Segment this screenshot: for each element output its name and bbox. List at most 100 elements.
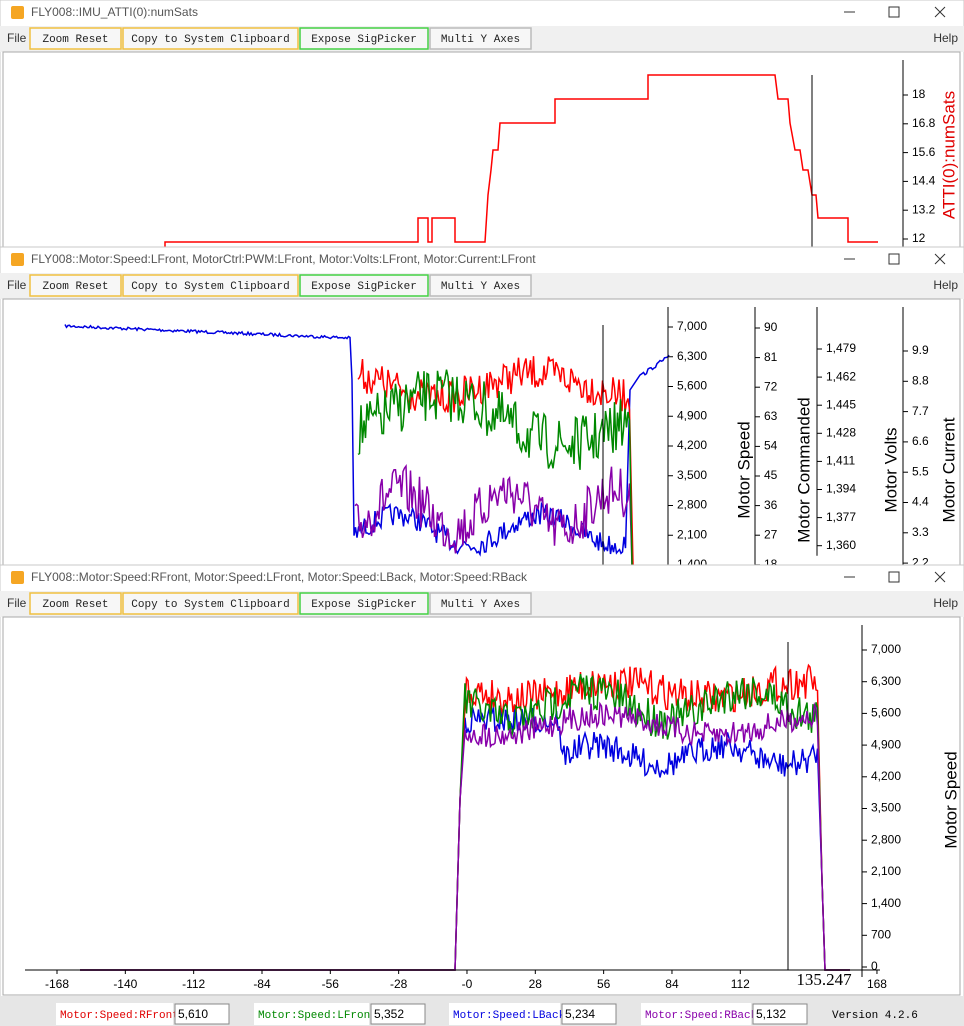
menu-file[interactable]: File bbox=[7, 596, 27, 610]
y-tick-label: 63 bbox=[764, 409, 778, 423]
y-tick-label: 54 bbox=[764, 439, 778, 453]
close[interactable] bbox=[934, 571, 946, 583]
button[interactable] bbox=[29, 592, 122, 615]
signal-value-box bbox=[370, 1003, 426, 1025]
signal-value-box bbox=[561, 1003, 617, 1025]
y-tick-label: 7.7 bbox=[912, 404, 929, 418]
y-tick-label: 13.2 bbox=[912, 202, 936, 216]
x-tick-label: -168 bbox=[45, 977, 69, 991]
trace bbox=[80, 701, 850, 971]
signal-value: 5,234 bbox=[565, 1007, 595, 1021]
button[interactable] bbox=[122, 592, 299, 615]
close[interactable] bbox=[934, 6, 946, 18]
window-title: FLY008::IMU_ATTI(0):numSats bbox=[31, 5, 198, 19]
button[interactable] bbox=[429, 592, 532, 615]
y-tick-label: 3,500 bbox=[871, 801, 901, 815]
button-label[interactable]: Copy to System Clipboard bbox=[131, 599, 289, 611]
signal-value: 5,132 bbox=[756, 1007, 786, 1021]
cursor-box bbox=[789, 971, 859, 991]
y-tick-label: 1,445 bbox=[826, 397, 856, 411]
signal-value: 5,352 bbox=[374, 1007, 404, 1021]
window: FLY008::Motor:Speed:LFront, MotorCtrl:PW… bbox=[0, 246, 964, 571]
y-tick-label: 5,600 bbox=[677, 379, 707, 393]
button[interactable] bbox=[299, 592, 429, 615]
button[interactable] bbox=[429, 27, 532, 50]
y-tick-label: 8.8 bbox=[912, 373, 929, 387]
y-tick-label: 1,411 bbox=[826, 454, 855, 468]
y-tick-label: 1,400 bbox=[871, 896, 901, 910]
y-tick-label: 0 bbox=[871, 959, 878, 973]
y-tick-label: 1,428 bbox=[826, 425, 856, 439]
window-title: FLY008::Motor:Speed:LFront, MotorCtrl:PW… bbox=[31, 252, 536, 266]
maximize[interactable] bbox=[888, 6, 900, 18]
y-tick-label: 4,900 bbox=[871, 737, 901, 751]
y-tick-label: 2,800 bbox=[871, 832, 901, 846]
y-tick-label: 4,900 bbox=[677, 408, 707, 422]
button-label[interactable]: Expose SigPicker bbox=[311, 599, 417, 611]
y-tick-label: 1,394 bbox=[826, 482, 856, 496]
button-label[interactable]: Multi Y Axes bbox=[441, 599, 520, 611]
signal-value: 5,610 bbox=[178, 1007, 208, 1021]
y-tick-label: 7,000 bbox=[677, 319, 707, 333]
maximize[interactable] bbox=[888, 253, 900, 265]
menu-help[interactable]: Help bbox=[933, 278, 958, 292]
y-tick-label: 2,100 bbox=[871, 864, 901, 878]
maximize[interactable] bbox=[888, 571, 900, 583]
button[interactable] bbox=[429, 274, 532, 297]
button-label[interactable]: Multi Y Axes bbox=[441, 34, 520, 46]
button[interactable] bbox=[122, 27, 299, 50]
x-tick-label: -140 bbox=[113, 977, 137, 991]
x-tick-label: -28 bbox=[390, 977, 408, 991]
menu-file[interactable]: File bbox=[7, 31, 27, 45]
y-tick-label: 5.5 bbox=[912, 464, 929, 478]
cursor-label: 135.247 bbox=[796, 970, 852, 989]
button-label[interactable]: Multi Y Axes bbox=[441, 281, 520, 293]
window: FLY008::Motor:Speed:RFront, Motor:Speed:… bbox=[0, 564, 964, 1026]
traces bbox=[80, 663, 850, 971]
app-icon bbox=[11, 6, 24, 19]
y-tick-label: 1,479 bbox=[826, 341, 856, 355]
button[interactable] bbox=[29, 27, 122, 50]
button[interactable] bbox=[299, 274, 429, 297]
x-tick-label: -84 bbox=[253, 977, 271, 991]
signal-label-bg bbox=[641, 1003, 751, 1025]
menu-help[interactable]: Help bbox=[933, 596, 958, 610]
y-tick-label: 7,000 bbox=[871, 642, 901, 656]
button-label[interactable]: Zoom Reset bbox=[42, 599, 108, 611]
menu-help[interactable]: Help bbox=[933, 31, 958, 45]
menu-file[interactable]: File bbox=[7, 278, 27, 292]
y-tick-label: 1,462 bbox=[826, 369, 856, 383]
y-tick-label: 4,200 bbox=[871, 769, 901, 783]
trace bbox=[354, 463, 633, 565]
button-label[interactable]: Copy to System Clipboard bbox=[131, 34, 289, 46]
signal-name: Motor:Speed:RBack bbox=[645, 1010, 758, 1022]
y-tick-label: 27 bbox=[764, 527, 778, 541]
y-tick-label: 6.6 bbox=[912, 434, 929, 448]
signal-name: Motor:Speed:LFront bbox=[258, 1010, 377, 1022]
trace bbox=[80, 704, 850, 971]
button-label[interactable]: Expose SigPicker bbox=[311, 34, 417, 46]
y-tick-label: 6,300 bbox=[871, 674, 901, 688]
button[interactable] bbox=[29, 274, 122, 297]
traces bbox=[64, 324, 670, 565]
y-tick-label: 72 bbox=[764, 379, 778, 393]
y-axis-label: Motor Current bbox=[939, 417, 958, 522]
x-tick-label: 56 bbox=[597, 977, 611, 991]
button[interactable] bbox=[299, 27, 429, 50]
y-tick-label: 2,100 bbox=[677, 527, 707, 541]
button[interactable] bbox=[122, 274, 299, 297]
close[interactable] bbox=[934, 253, 946, 265]
button-label[interactable]: Expose SigPicker bbox=[311, 281, 417, 293]
button-label[interactable]: Zoom Reset bbox=[42, 34, 108, 46]
version: Version 4.2.6 bbox=[832, 1010, 918, 1022]
y-tick-label: 6,300 bbox=[677, 349, 707, 363]
app-icon bbox=[11, 571, 24, 584]
button-label[interactable]: Copy to System Clipboard bbox=[131, 281, 289, 293]
button-label[interactable]: Zoom Reset bbox=[42, 281, 108, 293]
trace bbox=[357, 369, 633, 565]
y-tick-label: 36 bbox=[764, 498, 778, 512]
x-tick-label: -112 bbox=[182, 977, 205, 991]
